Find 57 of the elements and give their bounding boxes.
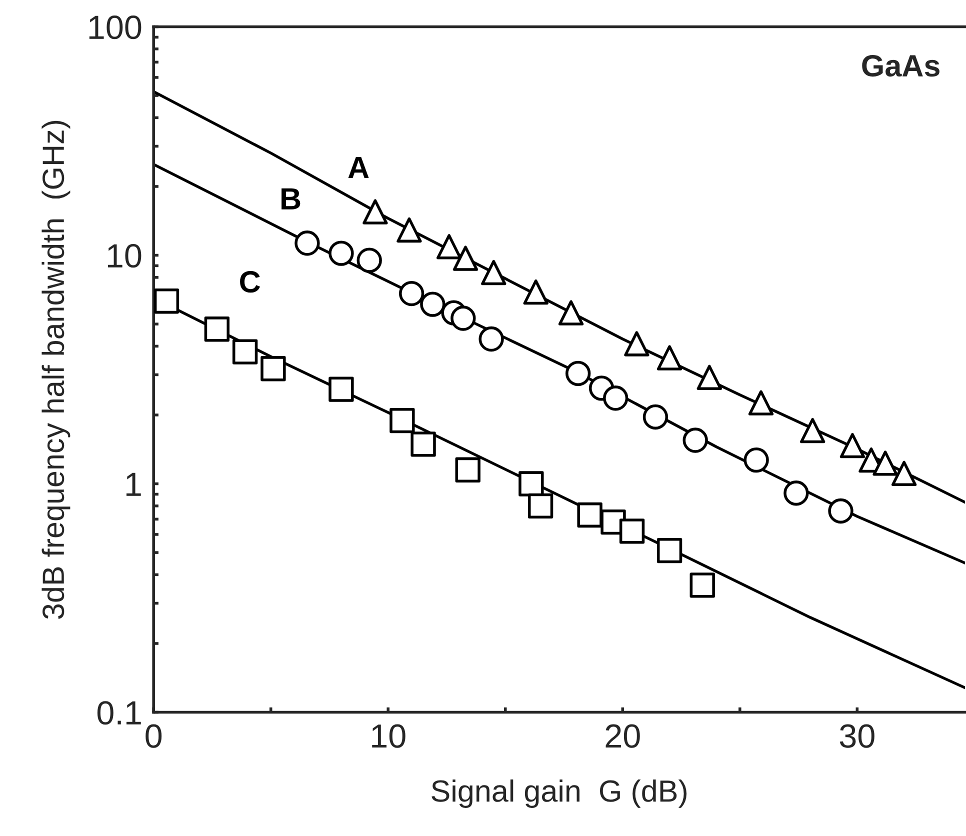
point bbox=[784, 480, 809, 506]
point bbox=[518, 471, 544, 496]
point bbox=[603, 386, 628, 411]
point bbox=[410, 432, 436, 457]
point bbox=[642, 404, 668, 430]
point bbox=[294, 230, 320, 256]
x-tick-label: 0 bbox=[146, 724, 162, 748]
point bbox=[328, 376, 354, 402]
point bbox=[872, 450, 898, 476]
point bbox=[154, 288, 180, 314]
point bbox=[436, 234, 462, 260]
point bbox=[528, 493, 554, 518]
y-axis-title: 3dB frequency half bandwidth (GHz) bbox=[42, 120, 70, 619]
point bbox=[840, 432, 866, 458]
point bbox=[656, 345, 682, 370]
y-tick-label: 100 bbox=[89, 16, 142, 40]
x-axis-title: Signal gain G (dB) bbox=[432, 779, 686, 808]
point bbox=[455, 457, 480, 482]
point bbox=[748, 390, 774, 416]
y-tick-label: 1 bbox=[126, 472, 141, 496]
point bbox=[619, 518, 645, 544]
point bbox=[396, 217, 422, 243]
point bbox=[891, 460, 917, 486]
point bbox=[478, 326, 504, 352]
x-tick-label: 30 bbox=[840, 724, 874, 748]
series-label: C bbox=[240, 271, 260, 293]
point bbox=[420, 292, 446, 317]
x-tick-label: 20 bbox=[606, 724, 640, 748]
point bbox=[452, 246, 478, 271]
x-tick-label: 10 bbox=[372, 724, 406, 748]
point bbox=[744, 447, 769, 473]
point bbox=[696, 364, 722, 390]
point bbox=[328, 240, 354, 266]
series-label: A bbox=[348, 156, 369, 178]
point bbox=[390, 408, 415, 434]
line-series bbox=[154, 90, 966, 504]
point bbox=[232, 339, 258, 364]
point bbox=[565, 360, 591, 386]
point bbox=[690, 572, 715, 598]
point bbox=[656, 538, 682, 564]
point bbox=[800, 418, 826, 444]
point bbox=[624, 331, 650, 356]
point bbox=[828, 498, 854, 524]
point bbox=[481, 260, 506, 286]
point bbox=[558, 300, 584, 326]
y-tick-label: 10 bbox=[108, 244, 142, 268]
point bbox=[450, 306, 476, 331]
point bbox=[523, 279, 548, 305]
point bbox=[577, 502, 602, 528]
series-label: B bbox=[282, 188, 300, 210]
annotation: GaAs bbox=[862, 54, 940, 77]
point bbox=[398, 280, 424, 306]
y-tick-label: 0.1 bbox=[97, 701, 141, 725]
point bbox=[260, 356, 286, 382]
point bbox=[362, 199, 388, 224]
point bbox=[682, 428, 708, 453]
point bbox=[204, 316, 230, 342]
